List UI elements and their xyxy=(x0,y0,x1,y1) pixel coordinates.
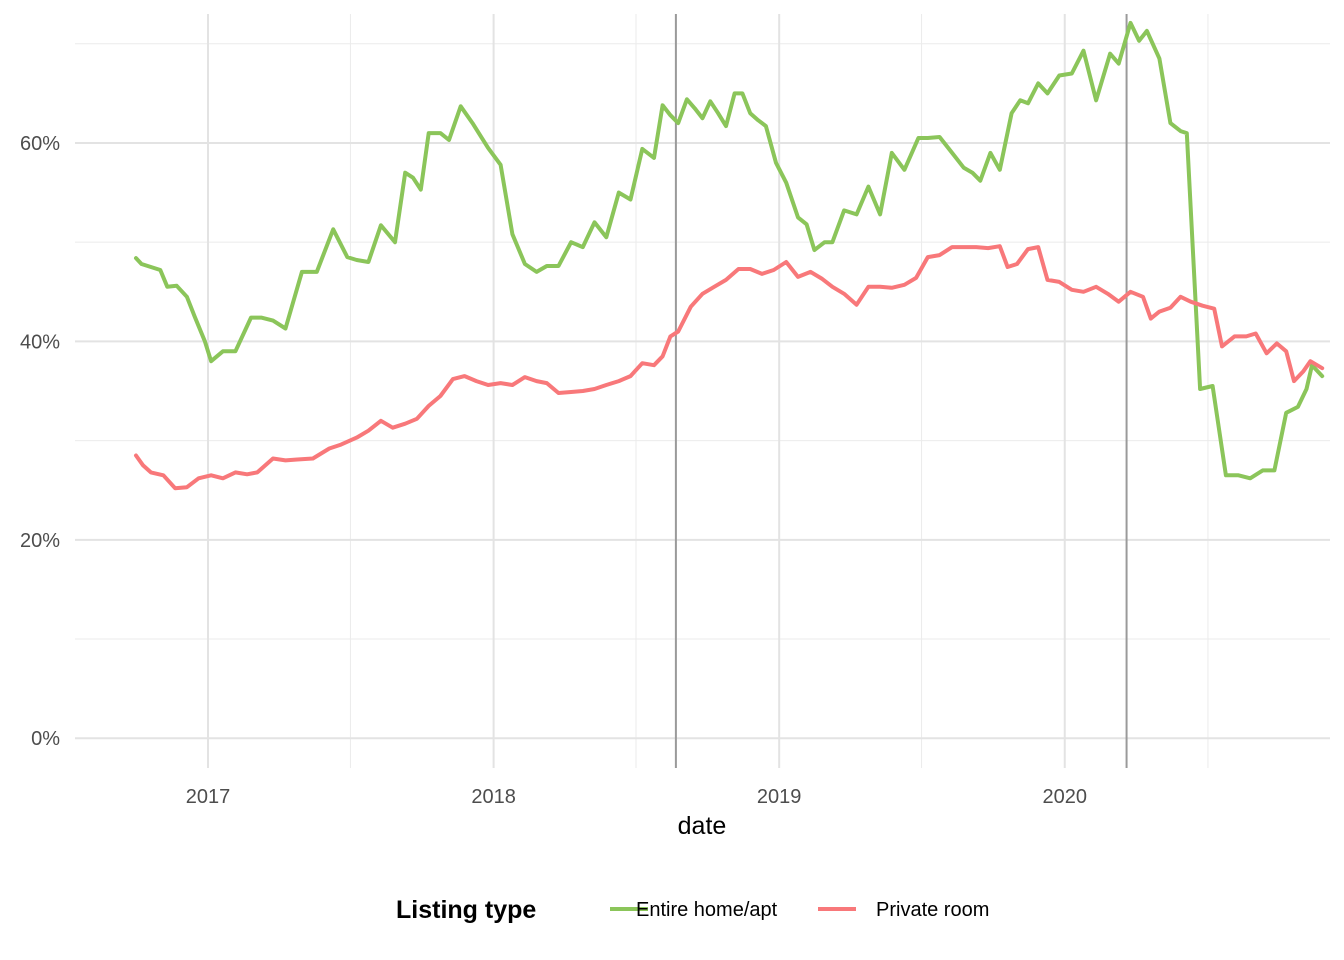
legend-label: Private room xyxy=(876,899,989,921)
x-axis-title: date xyxy=(678,812,727,840)
legend-title: Listing type xyxy=(396,896,536,924)
series-line-private-room xyxy=(134,244,1325,491)
legend: Listing type Entire home/apt Private room xyxy=(396,896,989,924)
x-tick-label: 2019 xyxy=(757,786,802,808)
legend-label: Entire home/apt xyxy=(636,899,778,921)
series-line-entire-home xyxy=(134,20,1325,481)
x-tick-label: 2017 xyxy=(186,786,231,808)
series-lines xyxy=(134,20,1325,491)
x-tick-label: 2020 xyxy=(1043,786,1088,808)
y-tick-label: 40% xyxy=(20,331,60,353)
x-tick-label: 2018 xyxy=(471,786,516,808)
grid xyxy=(75,14,1330,768)
reference-lines xyxy=(674,14,1128,768)
y-tick-label: 60% xyxy=(20,133,60,155)
y-tick-label: 0% xyxy=(31,728,60,750)
axes: 0% 20% 40% 60% 2017 2018 2019 2020 xyxy=(20,133,1087,808)
y-tick-label: 20% xyxy=(20,530,60,552)
